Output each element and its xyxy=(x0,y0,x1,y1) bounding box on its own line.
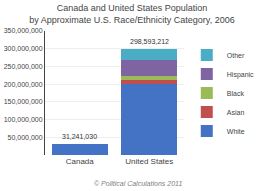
svg-text:Other: Other xyxy=(227,52,245,59)
svg-text:350,000,000: 350,000,000 xyxy=(4,27,43,34)
svg-text:Hispanic: Hispanic xyxy=(227,71,254,79)
svg-text:White: White xyxy=(227,128,245,135)
svg-text:Canada and United States Popul: Canada and United States Populationby Ap… xyxy=(29,3,234,25)
svg-text:50,000,000: 50,000,000 xyxy=(8,134,43,141)
svg-text:31,241,030: 31,241,030 xyxy=(62,133,97,140)
svg-text:300,000,000: 300,000,000 xyxy=(4,45,43,52)
svg-text:150,000,000: 150,000,000 xyxy=(4,98,43,105)
svg-text:200,000,000: 200,000,000 xyxy=(4,81,43,88)
svg-text:100,000,000: 100,000,000 xyxy=(4,116,43,123)
svg-text:298,593,212: 298,593,212 xyxy=(130,38,169,45)
svg-text:Canada: Canada xyxy=(66,157,95,166)
svg-text:Asian: Asian xyxy=(227,109,245,116)
svg-text:United States: United States xyxy=(125,157,173,166)
svg-text:250,000,000: 250,000,000 xyxy=(4,63,43,70)
svg-text:© Political Calculations 2011: © Political Calculations 2011 xyxy=(94,180,182,187)
svg-text:Black: Black xyxy=(227,90,245,97)
